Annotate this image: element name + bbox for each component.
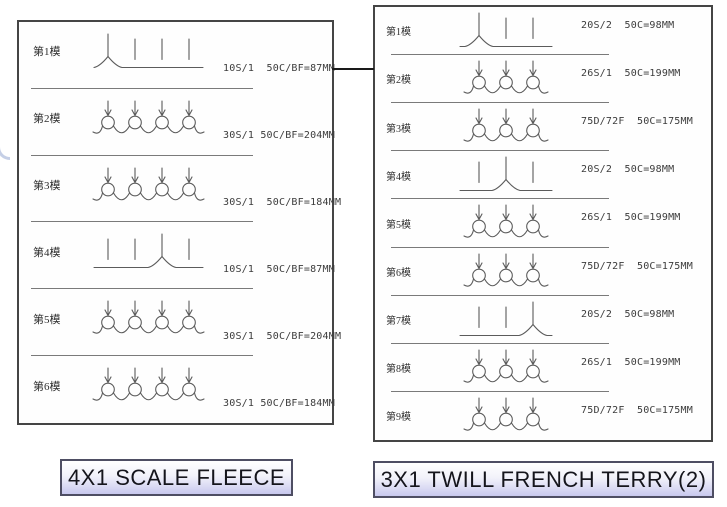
row-label: 第5模 — [386, 219, 411, 231]
pattern-row: 第5模 30S/1 50C/BF=204MM — [19, 289, 341, 357]
row-separator — [31, 154, 253, 156]
pattern-row: 第1模 10S/1 50C/BF=87MM — [19, 22, 335, 89]
left-panel-title: 4X1 SCALE FLEECE — [67, 464, 286, 490]
pattern-row: 第2模 30S/1 50C/BF=204MM — [19, 89, 335, 156]
stitch-diagram — [459, 156, 553, 192]
row-label: 第6模 — [386, 267, 411, 279]
yarn-spec: 75D/72F 50C=175MM — [581, 260, 693, 272]
stitch-diagram — [92, 300, 205, 334]
left-edge-artifact — [0, 107, 10, 160]
pattern-row: 第4模 20S/2 50C=98MM — [375, 151, 711, 200]
row-label: 第4模 — [33, 246, 61, 259]
right-title-box: 3X1 TWILL FRENCH TERRY(2) — [373, 461, 714, 498]
yarn-spec: 20S/2 50C=98MM — [581, 164, 675, 176]
yarn-spec: 26S/1 50C=199MM — [581, 212, 681, 224]
yarn-spec: 20S/2 50C=98MM — [581, 308, 675, 320]
yarn-spec: 10S/1 50C/BF=87MM — [223, 263, 335, 275]
row-label: 第9模 — [386, 412, 411, 424]
stitch-diagram — [459, 12, 553, 48]
yarn-spec: 20S/2 50C=98MM — [581, 19, 675, 31]
pattern-row: 第4模 10S/1 50C/BF=87MM — [19, 222, 335, 290]
row-separator — [391, 102, 609, 104]
yarn-spec: 30S/1 50C/BF=184MM — [223, 397, 335, 409]
pattern-row: 第3模 30S/1 50C/BF=184MM — [19, 156, 341, 223]
stitch-diagram — [92, 100, 205, 134]
pattern-row: 第9模 75D/72F 50C=175MM — [375, 392, 711, 440]
row-separator — [391, 54, 609, 56]
yarn-spec: 26S/1 50C=199MM — [581, 68, 681, 80]
row-separator — [391, 294, 609, 296]
panel-connector-line — [332, 68, 374, 70]
pattern-row: 第6模 30S/1 50C/BF=184MM — [19, 356, 335, 423]
stitch-diagram — [92, 167, 205, 201]
row-separator — [391, 150, 609, 152]
row-separator — [31, 288, 253, 290]
row-separator — [31, 355, 253, 357]
row-label: 第6模 — [33, 380, 61, 393]
stitch-diagram — [463, 204, 549, 239]
yarn-spec: 30S/1 50C/BF=204MM — [223, 330, 342, 342]
stitch-diagram — [459, 301, 553, 336]
yarn-spec: 26S/1 50C=199MM — [581, 356, 681, 368]
stitch-diagram — [93, 33, 204, 69]
row-label: 第1模 — [33, 46, 61, 59]
row-separator — [31, 87, 253, 89]
yarn-spec: 75D/72F 50C=175MM — [581, 116, 693, 128]
row-separator — [391, 198, 609, 200]
stitch-diagram — [463, 397, 549, 431]
right-panel-title: 3X1 TWILL FRENCH TERRY(2) — [380, 466, 707, 492]
stitch-diagram — [463, 252, 549, 287]
pattern-row: 第8模 26S/1 50C=199MM — [375, 344, 711, 392]
pattern-row: 第7模 20S/2 50C=98MM — [375, 296, 711, 344]
pattern-row: 第2模 26S/1 50C=199MM — [375, 55, 711, 104]
row-label: 第7模 — [386, 316, 411, 327]
row-separator — [31, 221, 253, 223]
stitch-diagram — [463, 108, 549, 142]
row-separator — [391, 246, 609, 248]
row-separator — [391, 390, 609, 392]
stitch-diagram — [93, 233, 204, 269]
yarn-spec: 10S/1 50C/BF=87MM — [223, 63, 335, 75]
pattern-row: 第3模 75D/72F 50C=175MM — [375, 103, 711, 152]
pattern-row: 第6模 75D/72F 50C=175MM — [375, 248, 711, 296]
row-label: 第8模 — [386, 364, 411, 376]
left-title-box: 4X1 SCALE FLEECE — [60, 459, 293, 496]
row-label: 第1模 — [386, 27, 411, 39]
row-label: 第4模 — [386, 171, 411, 183]
stitch-diagram — [463, 349, 549, 383]
row-separator — [391, 342, 609, 344]
row-label: 第3模 — [386, 123, 411, 135]
stitch-diagram — [92, 367, 205, 401]
left-panel: 第1模 10S/1 50C/BF=87MM 第2模 30S/1 50C/BF=204M… — [17, 20, 341, 425]
right-panel: 第1模 20S/2 50C=98MM 第2模 26S/1 50C=199MM 第3模 75… — [373, 5, 713, 442]
row-label: 第5模 — [33, 313, 61, 326]
yarn-spec: 30S/1 50C/BF=184MM — [223, 197, 342, 209]
row-label: 第2模 — [386, 75, 411, 87]
pattern-row: 第5模 26S/1 50C=199MM — [375, 199, 711, 248]
stitch-diagram — [463, 60, 549, 94]
yarn-spec: 30S/1 50C/BF=204MM — [223, 130, 335, 142]
row-label: 第2模 — [33, 113, 61, 126]
pattern-row: 第1模 20S/2 50C=98MM — [375, 7, 711, 56]
yarn-spec: 75D/72F 50C=175MM — [581, 404, 693, 416]
row-label: 第3模 — [33, 180, 61, 193]
